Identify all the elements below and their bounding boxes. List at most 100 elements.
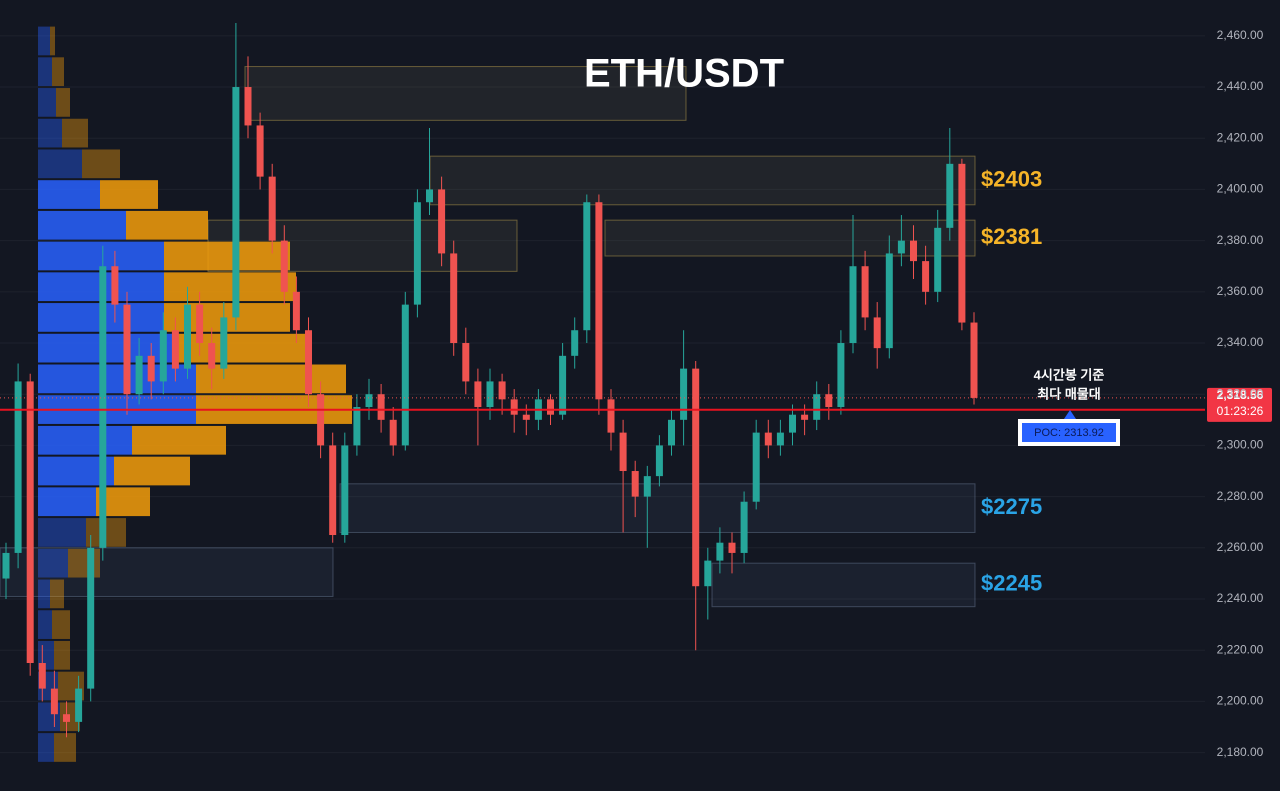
profile-sell — [68, 548, 100, 578]
candle-body — [680, 368, 688, 420]
candle-body — [595, 202, 603, 400]
profile-sell — [196, 364, 346, 394]
candle-body — [619, 432, 627, 472]
y-tick-label: 2,240.00 — [1217, 591, 1264, 605]
candle-body — [171, 330, 179, 369]
candle-body — [801, 414, 809, 420]
profile-sell — [54, 640, 70, 670]
candle-body — [256, 125, 264, 177]
candle-body — [752, 432, 760, 502]
zone-label: $2403 — [981, 166, 1042, 191]
last-price-box — [1207, 387, 1272, 422]
candle-body — [547, 399, 554, 415]
candle-body — [2, 552, 10, 579]
candle-body — [922, 261, 930, 292]
candle-body — [910, 240, 917, 262]
profile-sell — [164, 272, 296, 302]
profile-buy — [38, 518, 86, 547]
candle-body — [111, 266, 119, 305]
chart-title: ETH/USDT — [584, 52, 784, 96]
y-tick-label: 2,360.00 — [1217, 284, 1264, 298]
last-price-label: 2,318.56 — [1217, 388, 1264, 402]
candle-body — [837, 343, 845, 408]
zones — [0, 66, 976, 608]
candle-body — [740, 501, 748, 553]
profile-buy — [38, 118, 62, 148]
candle-body — [704, 560, 712, 587]
candle-body — [643, 476, 651, 497]
candle-body — [244, 87, 252, 126]
candle-body — [873, 317, 881, 349]
candle-body — [413, 202, 421, 305]
candle-body — [159, 330, 167, 382]
candle-body — [522, 414, 530, 420]
y-tick-label: 2,320.00 — [1217, 386, 1264, 400]
candle-body — [498, 381, 506, 400]
candle-body — [825, 394, 833, 408]
candle-body — [462, 343, 470, 382]
candle-body — [280, 240, 288, 292]
candle-body — [99, 266, 107, 548]
y-tick-label: 2,260.00 — [1217, 540, 1264, 554]
profile-sell — [52, 610, 70, 639]
profile-sell — [100, 180, 158, 209]
candle-body — [946, 163, 954, 228]
profile-sell — [50, 26, 55, 56]
zone-label: $2381 — [981, 224, 1042, 249]
candle-body — [510, 399, 518, 415]
candle-body — [486, 381, 494, 408]
candle-body — [885, 253, 893, 349]
candle-body — [438, 189, 446, 254]
candle-body — [958, 163, 966, 323]
candle-body — [849, 266, 857, 344]
candle-body — [571, 330, 579, 356]
zone — [711, 562, 976, 608]
countdown: 01:23:26 — [1217, 404, 1264, 418]
y-tick-label: 2,200.00 — [1217, 694, 1264, 708]
poc-note: 최다 매물대 — [1037, 386, 1100, 401]
candle-body — [196, 304, 204, 344]
candle-body — [232, 87, 240, 318]
candles — [2, 23, 978, 738]
candle-body — [268, 176, 276, 241]
y-tick-label: 2,220.00 — [1217, 642, 1264, 656]
candle-body — [559, 355, 567, 415]
profile-buy — [38, 425, 132, 455]
profile-buy — [38, 88, 56, 117]
candle-body — [861, 266, 869, 318]
profile-sell — [54, 733, 76, 762]
profile-buy — [38, 364, 196, 394]
profile-buy — [38, 487, 96, 517]
y-tick-label: 2,380.00 — [1217, 233, 1264, 247]
profile-sell — [164, 241, 290, 271]
candle-body — [292, 291, 300, 331]
candle-body — [789, 414, 796, 433]
candle-body — [317, 394, 325, 446]
candle-body — [692, 368, 700, 587]
profile-sell — [114, 456, 190, 486]
candle-body — [220, 317, 228, 369]
profile-buy — [38, 241, 164, 271]
zone — [604, 219, 976, 257]
candle-body — [63, 714, 70, 722]
candle-body — [776, 432, 784, 446]
profile-sell — [82, 149, 120, 179]
y-tick-label: 2,340.00 — [1217, 335, 1264, 349]
y-tick-label: 2,300.00 — [1217, 438, 1264, 452]
candle-body — [728, 542, 736, 553]
candle-body — [353, 407, 361, 446]
candle-body — [26, 381, 34, 664]
candle-body — [184, 304, 191, 369]
candle-body — [934, 227, 942, 292]
candle-body — [897, 240, 905, 254]
candle-body — [389, 419, 397, 446]
candle-body — [123, 304, 131, 395]
candle-body — [305, 330, 312, 395]
zone-label: $2245 — [981, 571, 1042, 596]
profile-sell — [126, 210, 208, 240]
profile-buy — [38, 26, 50, 56]
candle-body — [970, 322, 978, 398]
profile-buy — [38, 57, 52, 87]
profile-sell — [50, 579, 64, 609]
